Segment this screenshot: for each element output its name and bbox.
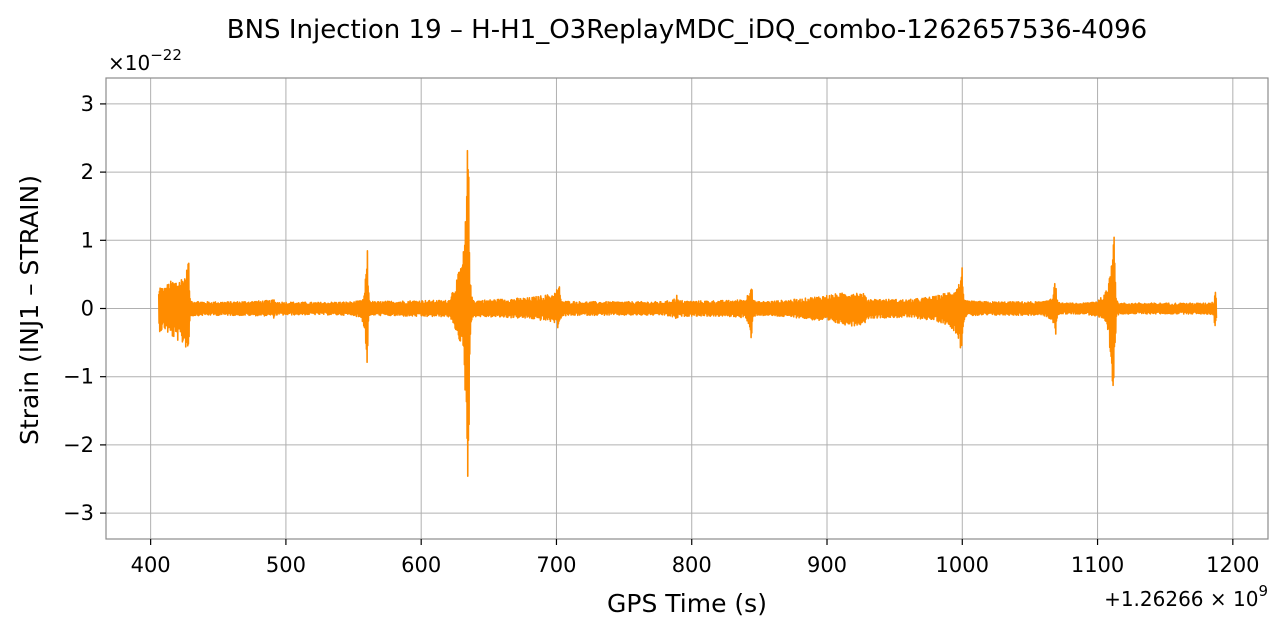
y-tick-label: 2 <box>81 160 94 184</box>
data-layer <box>157 149 1218 477</box>
y-tick-label: −1 <box>63 365 94 389</box>
x-axis-label: GPS Time (s) <box>607 589 767 618</box>
x-tick-label: 500 <box>266 553 306 577</box>
y-tick-label: 0 <box>81 297 94 321</box>
x-tick-label: 800 <box>672 553 712 577</box>
y-tick-label: −2 <box>63 433 94 457</box>
x-axis-offset-label: +1.26266 × 109 <box>1104 582 1268 611</box>
y-tick-label: 1 <box>81 228 94 252</box>
x-tick-label: 900 <box>807 553 847 577</box>
strain-series-line <box>157 149 1218 477</box>
x-tick-label: 700 <box>536 553 576 577</box>
chart-title: BNS Injection 19 – H-H1_O3ReplayMDC_iDQ_… <box>227 15 1147 45</box>
x-tick-label: 400 <box>131 553 171 577</box>
y-tick-label: −3 <box>63 501 94 525</box>
tick-layer: 400 500 600 700 800 900 1000 1100 1200 −3 −2 −1 0 1 2 3 <box>63 92 1260 577</box>
x-tick-label: 600 <box>401 553 441 577</box>
y-axis-scale-label: ×10−22 <box>108 46 182 75</box>
x-tick-label: 1100 <box>1071 553 1124 577</box>
y-tick-label: 3 <box>81 92 94 116</box>
x-tick-label: 1000 <box>936 553 989 577</box>
y-axis-label: Strain (INJ1 – STRAIN) <box>15 175 44 445</box>
x-tick-label: 1200 <box>1206 553 1259 577</box>
